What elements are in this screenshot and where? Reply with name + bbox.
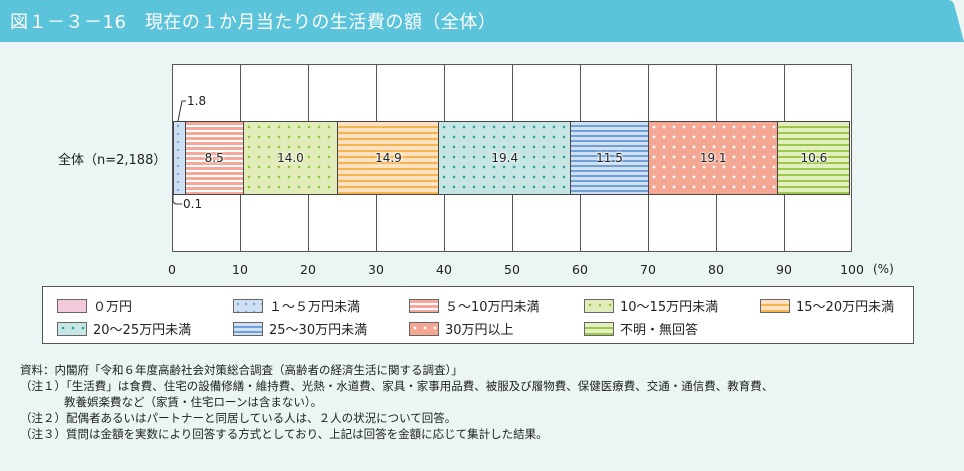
x-tick-label: 60: [572, 262, 588, 277]
note-2: （注２）配偶者あるいはパートナーと同居している人は、２人の状況について回答。: [20, 411, 457, 425]
callout-leader-lines: [172, 100, 186, 205]
legend-item-0man: ０万円: [57, 296, 132, 315]
legend-item-15-20man: 15～20万円未満: [760, 296, 894, 315]
legend-item-30man-plus: 30万円以上: [409, 319, 514, 338]
x-tick-label: 40: [436, 262, 452, 277]
legend-item-10-15man: 10～15万円未満: [584, 296, 718, 315]
bar-segment-5-10man: 8.5: [185, 121, 244, 195]
legend-item-unknown: 不明・無回答: [584, 319, 698, 338]
x-axis-unit: (%): [873, 262, 894, 276]
figure-notes: 資料：内閣府「令和６年度高齢社会対策総合調査（高齢者の経済生活に関する調査）」 …: [20, 362, 773, 442]
note-1-continued: 教養娯楽費など（家賃・住宅ローンは含まない）。: [64, 395, 323, 409]
title-banner-shape: [0, 0, 964, 42]
x-tick-label: 20: [300, 262, 316, 277]
x-tick-label: 80: [708, 262, 724, 277]
figure-title-bar: 図１－３－16 現在の１か月当たりの生活費の額（全体）: [0, 0, 964, 42]
legend-swatch: [57, 321, 87, 336]
x-tick-label: 50: [504, 262, 520, 277]
chart-plot-area: 8.5 14.0 14.9 19.4 11.5 19.1 10.6: [172, 64, 852, 252]
row-label: 全体（n=2,188）: [58, 153, 167, 168]
legend-swatch: [409, 298, 439, 313]
legend-swatch: [760, 298, 790, 313]
source-note: 資料：内閣府「令和６年度高齢社会対策総合調査（高齢者の経済生活に関する調査）」: [20, 363, 463, 377]
bar-segment-25-30man: 11.5: [570, 121, 649, 195]
bar-segment-15-20man: 14.9: [338, 121, 440, 195]
x-tick-label: 90: [776, 262, 792, 277]
bar-segment-1-5man: [173, 121, 186, 195]
x-tick-label: 70: [640, 262, 656, 277]
note-1: （注１）「生活費」は食費、住宅の設備修繕・維持費、光熱・水道費、家具・家事用品費…: [20, 379, 774, 393]
legend-swatch: [57, 298, 87, 313]
callout-0man-value: 0.1: [183, 197, 203, 211]
x-tick-label: 30: [368, 262, 384, 277]
legend-item-20-25man: 20～25万円未満: [57, 319, 191, 338]
legend-item-1-5man: １～５万円未満: [233, 296, 360, 315]
x-tick-label: 10: [232, 262, 248, 277]
bar-segment-30man-plus: 19.1: [648, 121, 779, 195]
chart-legend: ０万円 １～５万円未満 ５～10万円未満 10～15万円未満 15～20万円未満…: [42, 286, 914, 344]
legend-swatch: [584, 298, 614, 313]
bar-segment-10-15man: 14.0: [243, 121, 339, 195]
legend-item-5-10man: ５～10万円未満: [409, 296, 540, 315]
callout-1-5man-value: 1.8: [187, 94, 207, 108]
note-3: （注３）質問は金額を実数により回答する方式としており、上記は回答を金額に応じて集…: [20, 427, 548, 441]
bar-segment-unknown: 10.6: [778, 121, 851, 195]
legend-swatch: [409, 321, 439, 336]
stacked-bar: 8.5 14.0 14.9 19.4 11.5 19.1 10.6: [173, 121, 851, 195]
bar-segment-20-25man: 19.4: [439, 121, 571, 195]
legend-swatch: [233, 321, 263, 336]
x-tick-label: 100: [840, 262, 864, 277]
legend-swatch: [233, 298, 263, 313]
legend-swatch: [584, 321, 614, 336]
figure-title: 図１－３－16 現在の１か月当たりの生活費の額（全体）: [10, 12, 497, 33]
legend-item-25-30man: 25～30万円未満: [233, 319, 367, 338]
x-tick-label: 0: [168, 262, 176, 277]
